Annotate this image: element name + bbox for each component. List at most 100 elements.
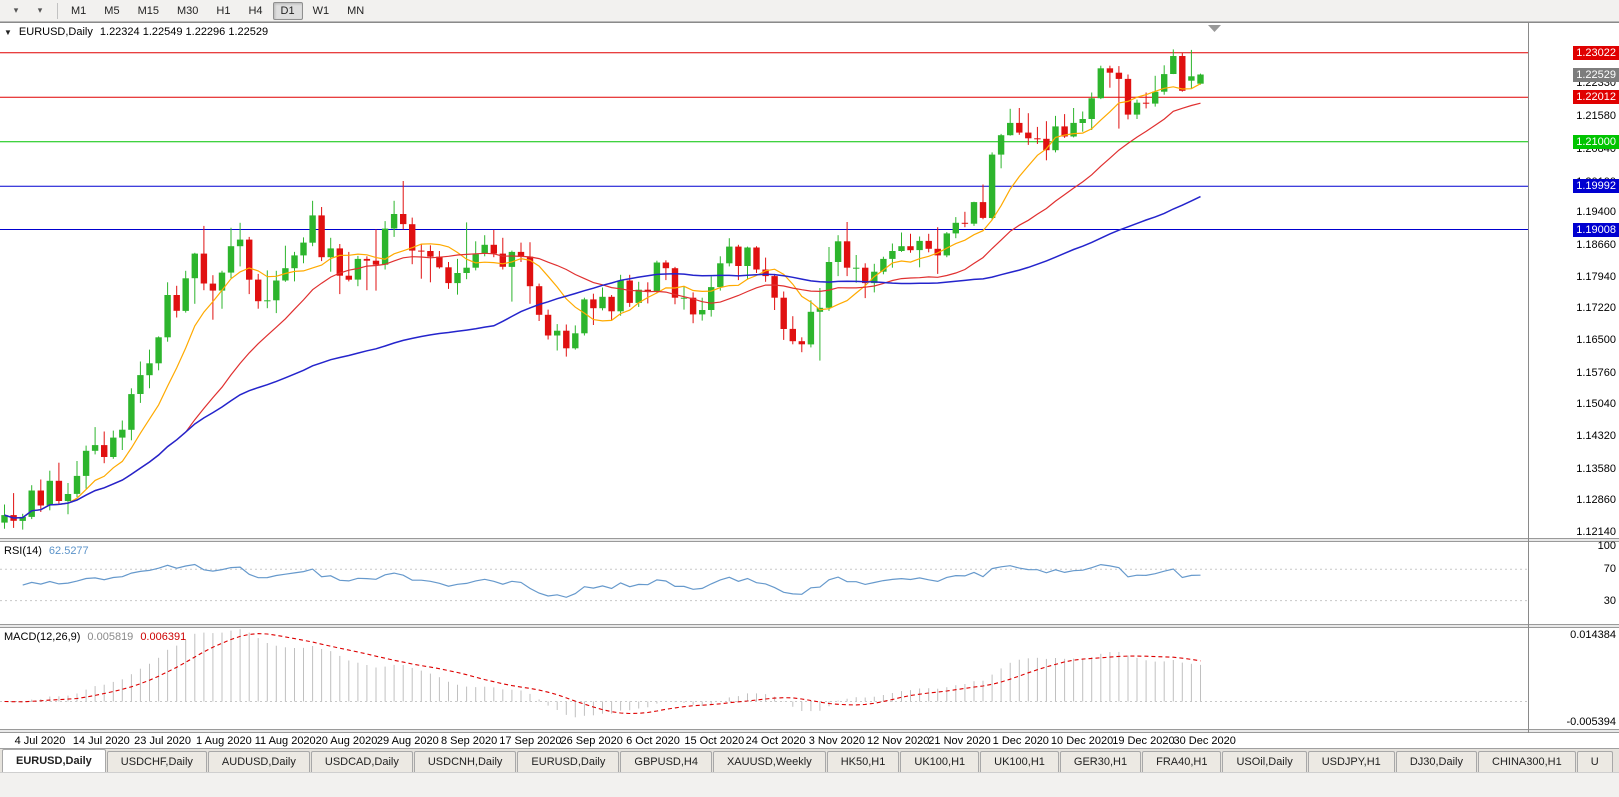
chart-menu-button[interactable]: ▾ <box>4 2 28 20</box>
symbol-tab-12[interactable]: FRA40,H1 <box>1142 751 1222 772</box>
date-axis-label: 11 Aug 2020 <box>254 735 316 747</box>
symbol-tab-6[interactable]: GBPUSD,H4 <box>620 751 712 772</box>
price-line-badge: 1.22012 <box>1573 90 1619 105</box>
timeframe-button-h4[interactable]: H4 <box>248 4 263 17</box>
date-axis-label: 21 Nov 2020 <box>928 735 991 747</box>
price-axis-tick: 1.16500 <box>1576 333 1616 346</box>
symbol-tab-14[interactable]: USDJPY,H1 <box>1307 751 1395 772</box>
date-axis-label: 20 Aug 2020 <box>315 735 378 747</box>
price-axis-tick: 1.13580 <box>1576 462 1616 475</box>
price-chart[interactable] <box>0 23 1528 538</box>
symbol-tab-13[interactable]: USOil,Daily <box>1222 751 1307 772</box>
timeframe-button-m1[interactable]: M1 <box>71 4 87 17</box>
price-axis-tick: 1.19400 <box>1576 206 1616 219</box>
date-axis-label: 30 Dec 2020 <box>1173 735 1236 747</box>
macd-signal-line <box>4 633 1201 715</box>
rsi-indicator-label: RSI(14) <box>4 545 42 557</box>
date-axis-label: 14 Jul 2020 <box>72 735 130 747</box>
rsi-value: 62.5277 <box>48 545 89 557</box>
symbol-tab-15[interactable]: DJ30,Daily <box>1395 751 1477 772</box>
ma-slow-line <box>4 195 1201 519</box>
symbol-tab-5[interactable]: EURUSD,Daily <box>517 751 620 772</box>
rsi-label-row: RSI(14) 62.5277 <box>4 545 89 557</box>
ma-fast-line <box>4 83 1201 519</box>
price-line-badge: 1.19992 <box>1573 179 1619 194</box>
timeframe-toolbar: ▾ ▾ M1 M5 M15 M30 H1 H4 D1 W1 MN <box>0 0 1619 22</box>
price-axis-tick: 1.12860 <box>1576 494 1616 507</box>
macd-main-value: 0.005819 <box>87 631 134 643</box>
date-axis-label: 26 Sep 2020 <box>560 735 623 747</box>
price-axis-tick: 1.14320 <box>1576 429 1616 442</box>
date-axis-label: 23 Jul 2020 <box>134 735 192 747</box>
price-line-badge: 1.19008 <box>1573 222 1619 237</box>
date-axis-label: 1 Dec 2020 <box>992 735 1049 747</box>
symbol-tab-17[interactable]: U <box>1576 751 1613 772</box>
chart-title-row: ▼ EURUSD,Daily 1.22324 1.22549 1.22296 1… <box>4 26 268 40</box>
macd-axis-min: -0.005394 <box>1566 716 1616 728</box>
panel-splitter[interactable] <box>0 538 1619 542</box>
price-axis-tick: 1.15760 <box>1576 366 1616 379</box>
symbol-tab-11[interactable]: GER30,H1 <box>1059 751 1142 772</box>
date-axis-label: 19 Dec 2020 <box>1112 735 1175 747</box>
symbol-tab-4[interactable]: USDCNH,Daily <box>413 751 517 772</box>
rsi-axis-label: 30 <box>1603 594 1616 607</box>
symbol-tab-0[interactable]: EURUSD,Daily <box>2 749 106 772</box>
status-bar <box>0 772 1619 797</box>
chart-symbol-label: EURUSD,Daily <box>18 26 93 38</box>
current-price-badge: 1.22529 <box>1573 67 1619 82</box>
price-line-badge: 1.21000 <box>1573 134 1619 149</box>
chart-menu-icon: ▾ <box>13 5 19 15</box>
chart-shift-marker[interactable] <box>1208 25 1221 32</box>
symbol-tab-16[interactable]: CHINA300,H1 <box>1478 751 1576 772</box>
rsi-panel: RSI(14) 62.5277 100 70 30 <box>0 539 1619 624</box>
date-axis-label: 24 Oct 2020 <box>745 735 806 747</box>
macd-signal-value: 0.006391 <box>140 631 187 643</box>
timeframe-button-w1[interactable]: W1 <box>312 4 330 17</box>
date-axis-label: 4 Jul 2020 <box>14 735 66 747</box>
price-line-badge: 1.23022 <box>1573 45 1619 60</box>
indicators-dropdown-button[interactable]: ▾ <box>28 2 52 20</box>
macd-label-row: MACD(12,26,9) 0.005819 0.006391 <box>4 631 186 643</box>
date-axis-label: 10 Dec 2020 <box>1050 735 1114 747</box>
symbol-tab-10[interactable]: UK100,H1 <box>980 751 1059 772</box>
symbol-tabbar: EURUSD,Daily USDCHF,Daily AUDUSD,Daily USDC… <box>0 748 1619 772</box>
date-axis-label: 29 Aug 2020 <box>376 735 439 747</box>
price-chart-panel: ▼ EURUSD,Daily 1.22324 1.22549 1.22296 1… <box>0 23 1619 538</box>
timeframe-button-m30[interactable]: M30 <box>176 4 199 17</box>
timeframe-button-d1[interactable]: D1 <box>272 1 303 20</box>
symbol-tab-3[interactable]: USDCAD,Daily <box>310 751 413 772</box>
macd-panel: MACD(12,26,9) 0.005819 0.006391 0.014384… <box>0 628 1619 729</box>
price-axis-separator <box>1528 23 1529 733</box>
timeframe-buttons: M1 M5 M15 M30 H1 H4 D1 W1 MN <box>63 1 372 20</box>
symbol-tab-2[interactable]: AUDUSD,Daily <box>207 751 310 772</box>
symbol-tab-9[interactable]: UK100,H1 <box>900 751 980 772</box>
price-axis-tick: 1.17940 <box>1576 270 1616 283</box>
panel-splitter[interactable] <box>0 624 1619 628</box>
date-axis-label: 8 Sep 2020 <box>440 735 498 747</box>
price-axis-tick: 1.21580 <box>1576 110 1616 123</box>
price-axis-tick: 1.15040 <box>1576 398 1616 411</box>
horizontal-levels <box>0 52 1528 230</box>
chart-ohlc-values: 1.22324 1.22549 1.22296 1.22529 <box>99 26 269 38</box>
date-axis-label: 17 Sep 2020 <box>499 735 562 747</box>
date-axis-label: 6 Oct 2020 <box>626 735 680 747</box>
price-axis-tick: 1.18660 <box>1576 238 1616 251</box>
date-axis-label: 15 Oct 2020 <box>684 735 745 747</box>
timeframe-button-h1[interactable]: H1 <box>216 4 231 17</box>
date-axis[interactable]: 4 Jul 2020 14 Jul 2020 23 Jul 2020 1 Aug 20… <box>0 733 1619 749</box>
macd-chart[interactable] <box>0 628 1528 729</box>
symbol-tab-7[interactable]: XAUUSD,Weekly <box>712 751 826 772</box>
macd-axis-max: 0.014384 <box>1570 629 1616 641</box>
date-axis-label: 12 Nov 2020 <box>866 735 930 747</box>
rsi-axis-label: 100 <box>1597 539 1616 552</box>
chart-collapse-icon[interactable]: ▼ <box>4 28 12 37</box>
timeframe-button-m15[interactable]: M15 <box>137 4 159 17</box>
timeframe-button-m5[interactable]: M5 <box>104 4 120 17</box>
timeframe-button-mn[interactable]: MN <box>347 4 365 17</box>
toolbar-separator <box>57 2 58 19</box>
price-axis-tick: 1.12140 <box>1576 525 1616 538</box>
date-axis-label: 3 Nov 2020 <box>808 735 866 747</box>
rsi-chart[interactable] <box>0 542 1528 624</box>
symbol-tab-8[interactable]: HK50,H1 <box>826 751 900 772</box>
symbol-tab-1[interactable]: USDCHF,Daily <box>106 751 207 772</box>
